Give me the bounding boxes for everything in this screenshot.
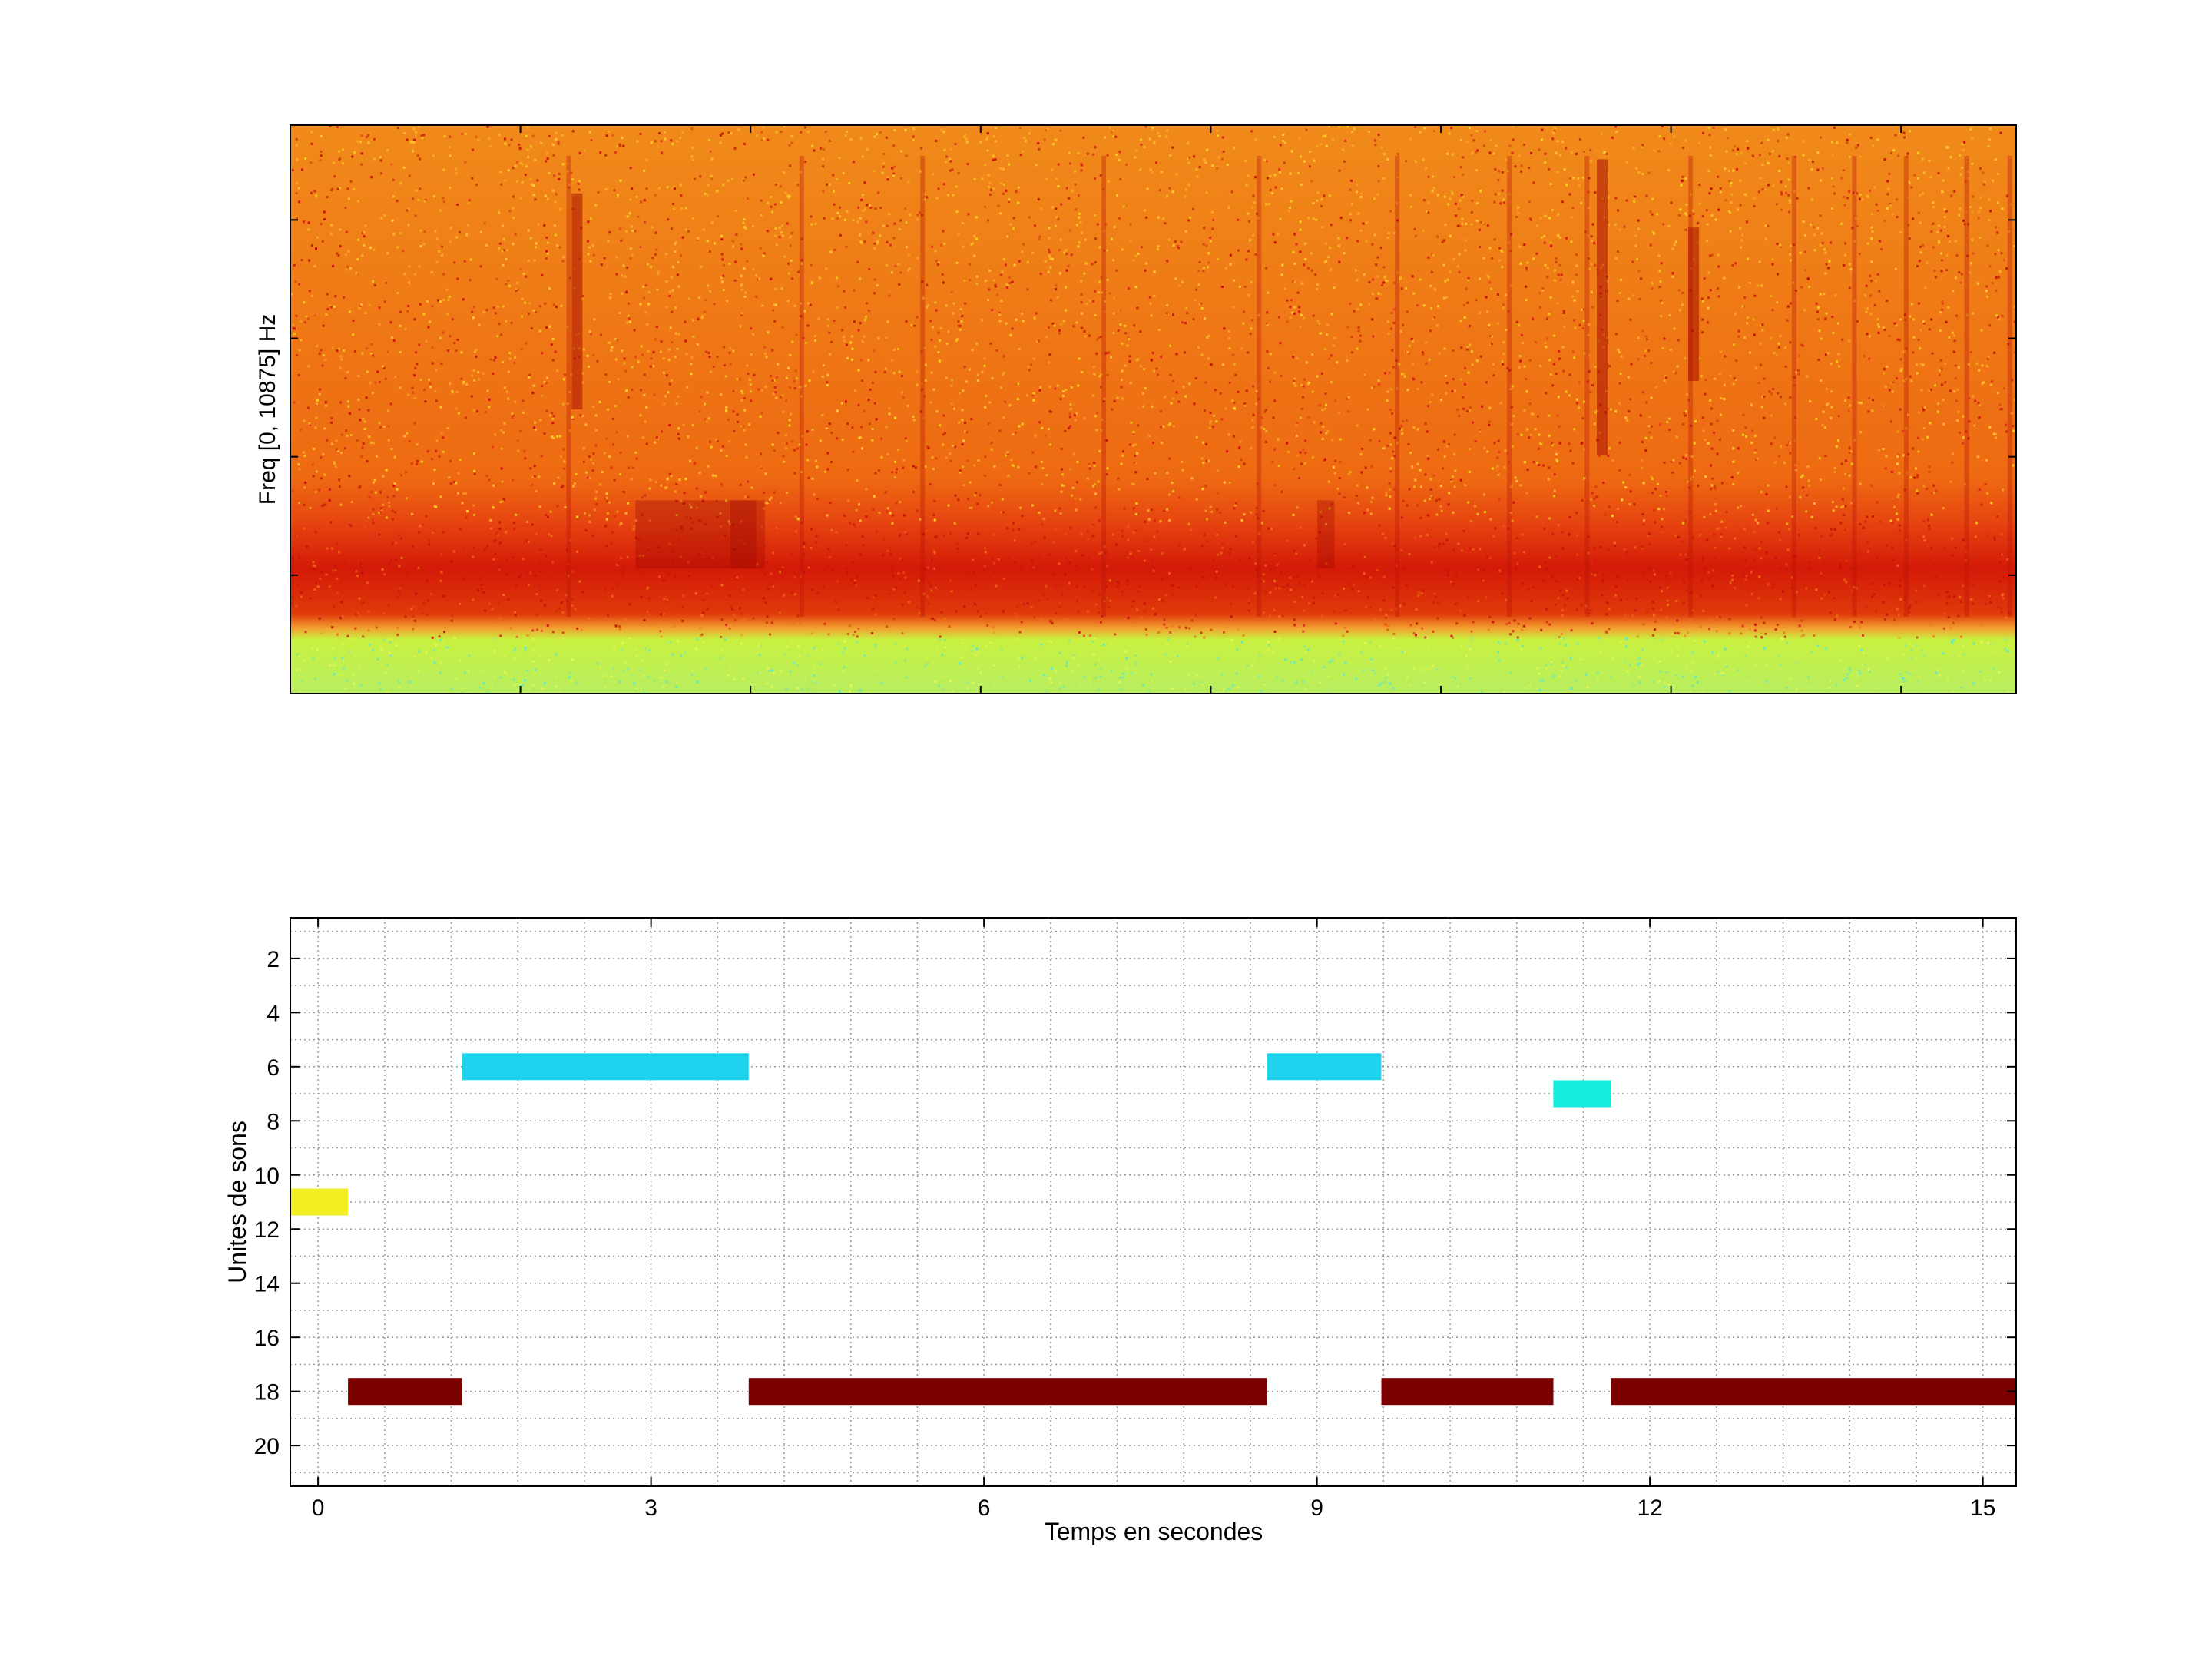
units-xlabel: Temps en secondes: [1045, 1518, 1263, 1545]
x-tick-label: 12: [1637, 1495, 1662, 1521]
spectrogram-ylabel: Freq [0, 10875] Hz: [255, 314, 280, 505]
y-tick-label: 20: [254, 1434, 280, 1459]
units-ylabel: Unites de sons: [224, 1121, 251, 1283]
x-tick-label: 9: [1310, 1495, 1323, 1521]
segment-bar-unit-18: [1381, 1378, 1554, 1406]
units-plot-frame: [290, 917, 2017, 1487]
segment-bar-unit-6: [1267, 1053, 1382, 1081]
segment-bar-unit-18: [348, 1378, 462, 1406]
y-tick-label: 18: [254, 1380, 280, 1406]
x-tick-label: 15: [1970, 1495, 1995, 1521]
sound-units-panel: 0 3 6 9 12 15 2 4 6 8 10 12 14 16 18 20 Temps en secon…: [224, 917, 2017, 1545]
x-tick-label: 6: [978, 1495, 991, 1521]
segment-bar-unit-11: [290, 1188, 349, 1216]
y-tick-label: 8: [267, 1109, 280, 1134]
y-tick-label: 10: [254, 1164, 280, 1189]
x-tick-label: 0: [312, 1495, 325, 1521]
y-tick-label: 16: [254, 1326, 280, 1351]
segment-bar-unit-18: [1611, 1378, 2016, 1406]
spectrogram-speckle: [290, 125, 2016, 694]
spectrogram-frame: [290, 124, 2017, 694]
x-tick-label: 3: [644, 1495, 657, 1521]
spectrogram-ticks: [290, 125, 2016, 694]
segment-bar-unit-7: [1553, 1080, 1611, 1108]
spectrogram-image: [290, 125, 2016, 694]
segment-bar-unit-18: [748, 1378, 1267, 1406]
y-tick-labels: 2 4 6 8 10 12 14 16 18 20: [254, 947, 280, 1459]
units-segments: [290, 1053, 2016, 1406]
y-tick-label: 6: [267, 1055, 280, 1081]
spectrogram-panel: Freq [0, 10875] Hz: [255, 124, 2017, 694]
x-tick-labels: 0 3 6 9 12 15: [312, 1495, 1996, 1521]
y-tick-label: 4: [267, 1001, 280, 1026]
segment-bar-unit-6: [462, 1053, 749, 1081]
units-ticks: [290, 918, 2016, 1486]
y-tick-label: 12: [254, 1217, 280, 1243]
spectrogram-streaks: [566, 156, 2012, 617]
y-tick-label: 2: [267, 947, 280, 972]
y-tick-label: 14: [254, 1272, 280, 1297]
